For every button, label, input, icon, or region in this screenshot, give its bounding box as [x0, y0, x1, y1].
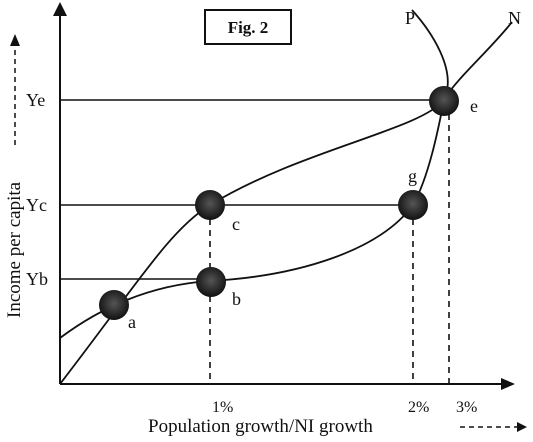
point-a-dot: [99, 290, 129, 320]
x-tick-2pct: 2%: [408, 399, 429, 416]
curve-n-label: N: [508, 8, 521, 28]
y-tick-ye: Ye: [26, 90, 45, 110]
point-c-dot: [195, 190, 225, 220]
x-tick-3pct: 3%: [456, 399, 477, 416]
y-tick-yc: Yc: [26, 195, 47, 215]
y-axis-arrow: [53, 2, 67, 16]
point-a-label: a: [128, 312, 136, 332]
point-g-dot: [398, 190, 428, 220]
y-axis-title-arrowhead: [10, 34, 20, 46]
curve-p: [59, 9, 449, 385]
point-c-label: c: [232, 214, 240, 234]
y-axis-title: Income per capita: [4, 181, 25, 318]
point-g-label: g: [408, 166, 417, 186]
y-tick-yb: Yb: [26, 269, 48, 289]
figure-label-box: [204, 9, 292, 45]
point-e-dot: [429, 86, 459, 116]
curve-n: [59, 21, 513, 339]
point-b-label: b: [232, 289, 241, 309]
x-axis-arrow: [501, 378, 515, 390]
x-axis-title-arrowhead: [517, 422, 527, 432]
x-axis-title: Population growth/NI growth: [148, 416, 373, 437]
x-tick-1pct: 1%: [212, 399, 233, 416]
point-e-label: e: [470, 96, 478, 116]
curve-p-label: P: [405, 8, 415, 28]
point-b-dot: [196, 267, 226, 297]
figure-label: Fig. 2: [228, 18, 269, 37]
